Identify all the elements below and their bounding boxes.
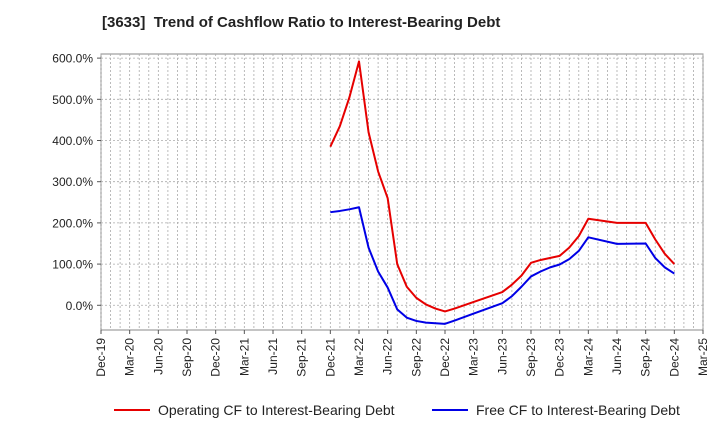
- x-tick-label: Mar-22: [352, 338, 366, 376]
- series-line-free-cf: [330, 206, 675, 325]
- x-tick-label: Mar-20: [123, 338, 137, 376]
- x-tick-label: Mar-21: [237, 338, 251, 376]
- series-line-operating-cf: [329, 60, 676, 313]
- chart-title: [3633] Trend of Cashflow Ratio to Intere…: [102, 14, 501, 31]
- x-tick-label: Jun-23: [495, 338, 509, 375]
- x-tick-label: Dec-23: [553, 338, 567, 377]
- y-tick-label: 0.0%: [66, 299, 94, 313]
- y-tick-label: 600.0%: [52, 52, 93, 66]
- legend-item-operating-cf: Operating CF to Interest-Bearing Debt: [114, 402, 395, 418]
- legend: Operating CF to Interest-Bearing Debt Fr…: [0, 402, 720, 426]
- legend-label: Free CF to Interest-Bearing Debt: [476, 402, 680, 418]
- x-tick-label: Sep-23: [524, 338, 538, 377]
- legend-line-swatch: [432, 409, 468, 411]
- x-tick-label: Dec-20: [209, 338, 223, 377]
- legend-item-free-cf: Free CF to Interest-Bearing Debt: [432, 402, 680, 418]
- x-tick-label: Jun-21: [266, 338, 280, 375]
- x-tick-label: Sep-24: [639, 338, 653, 377]
- x-tick-label: Jun-24: [610, 338, 624, 375]
- x-tick-label: Jun-22: [381, 338, 395, 375]
- x-tick-label: Dec-21: [323, 338, 337, 377]
- y-tick-label: 500.0%: [52, 93, 93, 107]
- x-tick-label: Mar-24: [581, 338, 595, 376]
- plot-frame: [100, 53, 704, 331]
- y-tick-label: 200.0%: [52, 216, 93, 230]
- x-tick-label: Dec-22: [438, 338, 452, 377]
- x-tick-label: Dec-19: [94, 338, 108, 377]
- x-tick-label: Sep-21: [295, 338, 309, 377]
- x-tick-label: Sep-20: [180, 338, 194, 377]
- legend-line-swatch: [114, 409, 150, 411]
- y-tick-label: 400.0%: [52, 134, 93, 148]
- legend-label: Operating CF to Interest-Bearing Debt: [158, 402, 395, 418]
- x-tick-label: Jun-20: [151, 338, 165, 375]
- x-tick-label: Mar-25: [696, 338, 710, 376]
- y-tick-label: 300.0%: [52, 175, 93, 189]
- x-tick-label: Sep-22: [409, 338, 423, 377]
- x-tick-label: Dec-24: [667, 338, 681, 377]
- plot-area: 600.0% 500.0% 400.0% 300.0% 200.0% 100.0% 0.0%…: [52, 52, 710, 377]
- x-tick-label: Mar-23: [467, 338, 481, 376]
- y-tick-label: 100.0%: [52, 258, 93, 272]
